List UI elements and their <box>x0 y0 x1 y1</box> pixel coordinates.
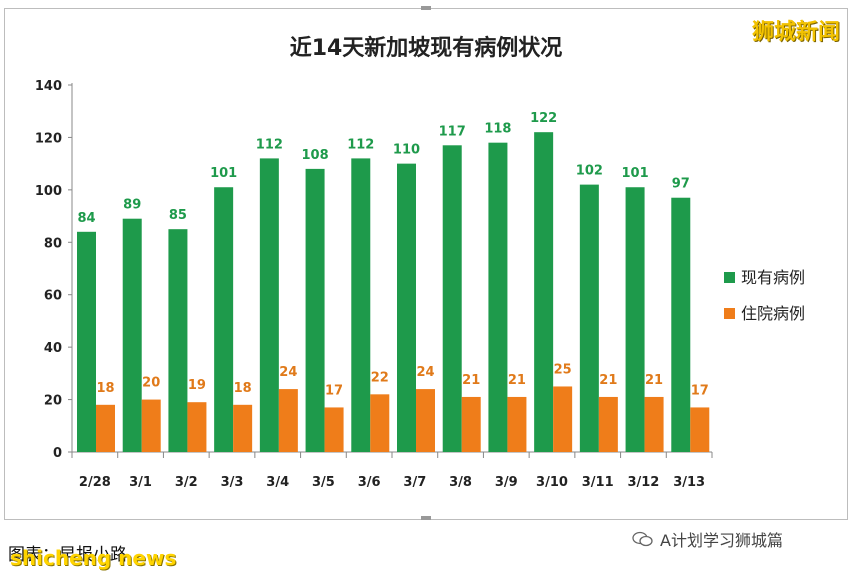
bar-hospitalised-cases <box>278 389 298 452</box>
x-tick-label: 3/7 <box>403 475 426 490</box>
data-label-hospitalised: 25 <box>554 362 572 377</box>
data-label-current: 97 <box>672 177 690 192</box>
y-tick-label: 140 <box>35 79 62 94</box>
data-label-current: 112 <box>256 137 283 152</box>
legend-swatch-hospitalised <box>724 308 735 319</box>
x-tick-label: 3/10 <box>536 475 568 490</box>
x-tick-label: 3/6 <box>358 475 381 490</box>
data-label-hospitalised: 21 <box>508 373 526 388</box>
legend-label-current: 现有病例 <box>741 268 805 287</box>
y-tick-label: 100 <box>35 184 62 199</box>
bar-hospitalised-cases <box>370 394 390 452</box>
bar-hospitalised-cases <box>324 407 344 452</box>
bar-hospitalised-cases <box>644 396 664 452</box>
resize-handle-bottom[interactable] <box>421 516 431 520</box>
bar-hospitalised-cases <box>416 389 435 452</box>
chart-title: 近14天新加坡现有病例状况 <box>289 36 563 61</box>
y-tick-label: 0 <box>53 446 62 461</box>
legend-label-hospitalised: 住院病例 <box>741 304 805 323</box>
bar-hospitalised-cases <box>187 402 207 452</box>
bar-current-cases <box>77 231 96 452</box>
data-label-current: 117 <box>439 124 466 139</box>
x-tick-label: 3/9 <box>495 475 518 490</box>
bar-hospitalised-cases <box>141 399 161 452</box>
x-tick-label: 3/5 <box>312 475 335 490</box>
bar-current-cases <box>579 184 599 452</box>
bar-hospitalised-cases <box>690 407 710 452</box>
bar-hospitalised-cases <box>233 404 253 452</box>
x-tick-label: 3/3 <box>221 475 244 490</box>
x-tick-label: 3/8 <box>449 475 472 490</box>
data-label-current: 108 <box>302 148 329 163</box>
data-label-current: 102 <box>576 164 603 179</box>
x-tick-label: 3/12 <box>627 475 659 490</box>
bar-hospitalised-cases <box>96 404 115 452</box>
data-label-current: 89 <box>123 198 141 213</box>
data-label-current: 85 <box>169 208 187 223</box>
watermark-logo: 狮城新闻 <box>751 20 840 45</box>
x-tick-label: 3/13 <box>673 475 705 490</box>
data-label-hospitalised: 21 <box>645 373 663 388</box>
bar-current-cases <box>488 142 508 452</box>
legend-swatch-current <box>724 272 735 283</box>
bar-current-cases <box>625 187 645 452</box>
data-label-hospitalised: 17 <box>691 383 709 398</box>
bar-current-cases <box>351 158 371 452</box>
x-tick-label: 3/11 <box>582 475 614 490</box>
x-tick-label: 2/28 <box>79 475 111 490</box>
bar-current-cases <box>534 132 554 452</box>
bar-hospitalised-cases <box>507 396 527 452</box>
y-tick-label: 80 <box>44 236 62 251</box>
source-credit: 图表：早报小路 <box>8 545 127 565</box>
bar-current-cases <box>305 168 325 452</box>
data-label-hospitalised: 18 <box>234 381 252 396</box>
bar-current-cases <box>397 163 416 452</box>
data-label-current: 84 <box>77 211 95 226</box>
bar-hospitalised-cases <box>598 396 618 452</box>
data-label-hospitalised: 24 <box>416 365 434 380</box>
data-label-current: 110 <box>393 143 420 158</box>
data-label-hospitalised: 18 <box>96 381 114 396</box>
bar-hospitalised-cases <box>553 386 573 452</box>
data-label-hospitalised: 21 <box>462 373 480 388</box>
x-tick-label: 3/4 <box>266 475 289 490</box>
data-label-hospitalised: 19 <box>188 378 206 393</box>
x-tick-label: 3/2 <box>175 475 198 490</box>
bar-current-cases <box>442 145 462 453</box>
data-label-hospitalised: 24 <box>279 365 297 380</box>
data-label-current: 122 <box>530 111 557 126</box>
data-label-current: 118 <box>484 122 511 137</box>
bar-current-cases <box>214 187 234 452</box>
data-label-hospitalised: 17 <box>325 383 343 398</box>
data-label-hospitalised: 22 <box>371 370 389 385</box>
y-tick-label: 120 <box>35 131 62 146</box>
y-tick-label: 40 <box>44 341 62 356</box>
y-tick-label: 20 <box>44 394 62 409</box>
data-label-current: 101 <box>210 166 237 181</box>
wechat-icon <box>632 531 654 547</box>
bar-current-cases <box>168 229 188 452</box>
resize-handle-top[interactable] <box>421 6 431 10</box>
bar-current-cases <box>671 197 691 452</box>
data-label-hospitalised: 21 <box>599 373 617 388</box>
source-overlay-text: shicheng news <box>10 546 177 570</box>
bar-hospitalised-cases <box>461 396 481 452</box>
data-label-current: 112 <box>347 137 374 152</box>
wechat-account: A计划学习狮城篇 <box>632 527 783 551</box>
data-label-current: 101 <box>622 166 649 181</box>
bar-current-cases <box>122 218 142 452</box>
bar-current-cases <box>259 158 279 452</box>
wechat-account-name: A计划学习狮城篇 <box>660 531 783 550</box>
x-tick-label: 3/1 <box>129 475 152 490</box>
y-tick-label: 60 <box>44 289 62 304</box>
data-label-hospitalised: 20 <box>142 376 160 391</box>
